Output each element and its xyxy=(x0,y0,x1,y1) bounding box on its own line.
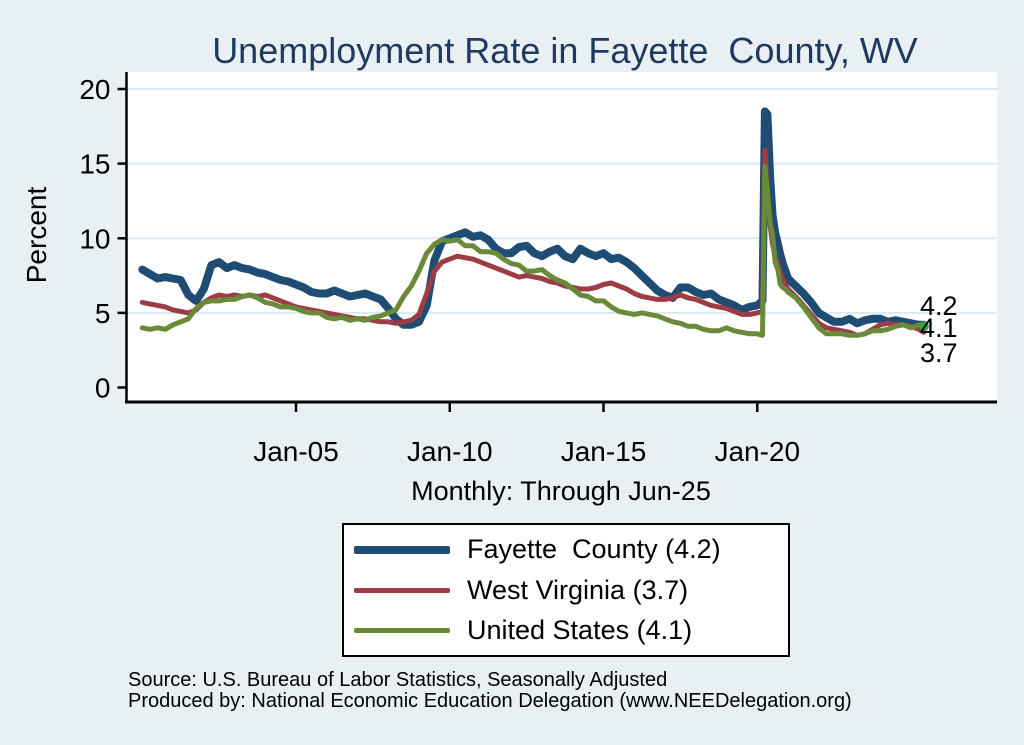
chart-subtitle: Monthly: Through Jun-25 xyxy=(411,476,711,506)
y-tick-label: 5 xyxy=(95,298,111,329)
end-value-label-wv: 3.7 xyxy=(920,338,958,368)
legend-label-wv: West Virginia (3.7) xyxy=(467,574,689,605)
legend-row-wv: West Virginia (3.7) xyxy=(344,575,788,606)
y-tick-label: 15 xyxy=(79,149,110,180)
source-line-1: Source: U.S. Bureau of Labor Statistics,… xyxy=(128,669,668,691)
legend-row-fayette: Fayette County (4.2) xyxy=(344,534,788,565)
y-tick-label: 0 xyxy=(95,373,111,404)
legend-swatch-wv xyxy=(354,587,450,593)
end-value-label-fayette: 4.2 xyxy=(920,291,958,321)
legend-box: Fayette County (4.2) West Virginia (3.7)… xyxy=(342,523,790,657)
y-tick-label: 20 xyxy=(79,74,110,105)
y-tick-label: 10 xyxy=(79,223,110,254)
legend-label-fayette: Fayette County (4.2) xyxy=(467,534,721,565)
x-tick-label: Jan-15 xyxy=(561,436,647,467)
series-line-united-states xyxy=(139,164,927,338)
end-marker-dot xyxy=(918,321,929,332)
x-tick-label: Jan-10 xyxy=(407,436,493,467)
legend-swatch-us xyxy=(354,627,450,633)
legend-label-us: United States (4.1) xyxy=(467,614,693,645)
x-tick-label: Jan-05 xyxy=(253,436,339,467)
end-value-label-us: 4.1 xyxy=(920,313,958,343)
y-axis-title: Percent xyxy=(21,187,52,284)
source-note: Source: U.S. Bureau of Labor Statistics,… xyxy=(128,670,1008,712)
chart-title: Unemployment Rate in Fayette County, WV xyxy=(212,30,918,71)
legend-swatch-fayette xyxy=(354,545,450,554)
legend-row-us: United States (4.1) xyxy=(344,615,788,646)
x-tick-label: Jan-20 xyxy=(714,436,800,467)
series-line-fayette-county xyxy=(138,107,928,329)
source-line-2: Produced by: National Economic Education… xyxy=(128,690,852,712)
